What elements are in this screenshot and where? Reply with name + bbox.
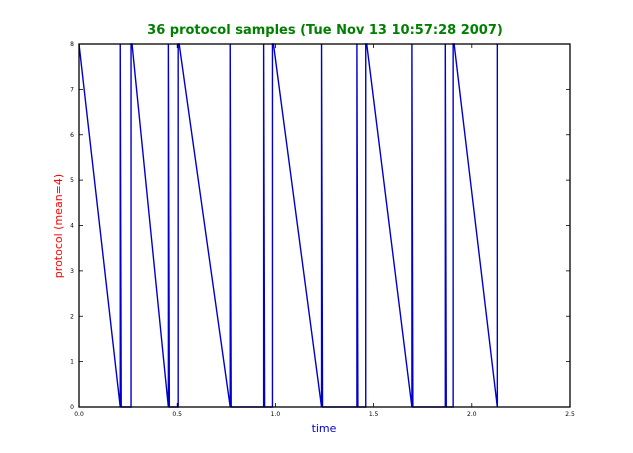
x-tick-label: 2.0: [467, 411, 477, 418]
chart-title: 36 protocol samples (Tue Nov 13 10:57:28…: [147, 23, 503, 38]
x-tick-label: 0.0: [74, 411, 84, 418]
plot-area: 0.0 0.5 1.0 1.5 2.0 2.5 0 1 2 3 4 5 6 7 8: [70, 41, 575, 418]
x-tick-label: 2.5: [565, 411, 575, 418]
x-tick-label: 0.5: [172, 411, 182, 418]
y-tick-label: 4: [70, 223, 74, 230]
y-tick-label: 6: [70, 132, 74, 139]
series-line-1: [78, 43, 499, 408]
y-tick-label: 3: [70, 268, 74, 275]
x-axis-label: time: [312, 422, 337, 435]
y-tick-label: 7: [70, 86, 74, 93]
plot-frame: [78, 43, 571, 408]
y-tick-label: 1: [70, 359, 74, 366]
x-tick-label: 1.5: [369, 411, 379, 418]
y-axis-label: protocol (mean=4): [52, 174, 65, 278]
y-tick-label: 5: [70, 177, 74, 184]
x-tick-label: 1.0: [271, 411, 281, 418]
y-tick-label: 2: [70, 313, 74, 320]
y-tick-label: 8: [70, 41, 74, 48]
y-tick-label: 0: [70, 404, 74, 411]
